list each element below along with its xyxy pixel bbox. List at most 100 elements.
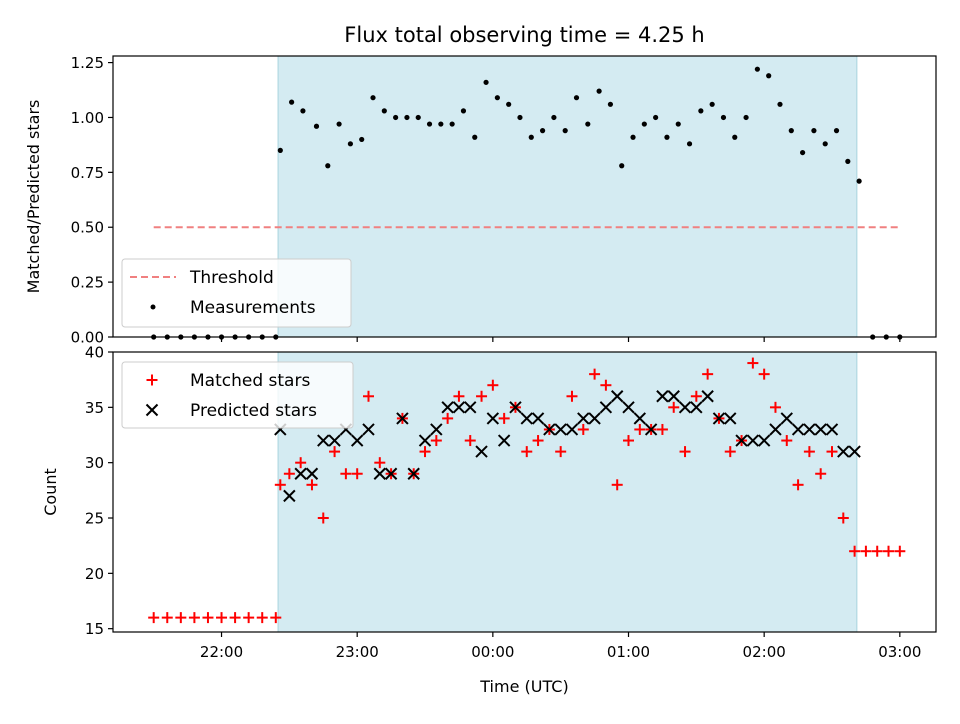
matched-star-point: [521, 446, 533, 458]
measurement-point: [720, 114, 727, 121]
matched-star-point: [566, 390, 578, 402]
matched-star-point: [815, 468, 827, 480]
predicted-star-point: [430, 423, 443, 436]
measurement-point: [732, 134, 738, 140]
measurement-point: [359, 136, 365, 143]
top-y-tick-label: 1.00: [71, 109, 104, 127]
measurement-point: [528, 134, 534, 140]
matched-star-point: [781, 435, 793, 447]
matched-star-point: [769, 401, 781, 413]
matched-star-point: [883, 545, 895, 557]
predicted-star-point: [294, 467, 307, 480]
measurement-point: [573, 95, 580, 101]
predicted-star-point: [396, 412, 409, 425]
predicted-star-point: [690, 401, 703, 414]
measurement-point: [393, 114, 399, 121]
x-axis-label: Time (UTC): [479, 677, 568, 696]
predicted-star-point: [452, 401, 466, 414]
bottom-y-tick-label: 35: [85, 399, 104, 417]
matched-star-point: [634, 423, 646, 435]
predicted-star-point: [588, 412, 601, 425]
measurement-point: [596, 88, 602, 94]
matched-star-point: [464, 435, 476, 447]
measurement-points: [151, 66, 903, 340]
predicted-star-point: [577, 412, 590, 425]
measurement-point: [506, 101, 512, 107]
top-y-tick-label: 0.75: [71, 164, 104, 182]
top-y-tick-label: 1.25: [71, 54, 104, 72]
matched-star-point: [724, 446, 736, 458]
predicted-star-point: [814, 423, 827, 436]
bottom-y-tick-label: 40: [85, 344, 104, 362]
measurement-point: [698, 108, 704, 114]
matched-star-point: [295, 457, 307, 469]
matched-star-point: [419, 446, 431, 458]
predicted-star-point: [373, 467, 387, 480]
matched-star-point: [894, 545, 906, 557]
measurement-point: [404, 114, 410, 121]
measurement-point: [641, 121, 647, 127]
measurement-point: [833, 128, 840, 134]
measurement-point: [277, 147, 283, 153]
measurement-point: [686, 141, 693, 147]
measurement-point: [472, 134, 478, 140]
measurement-point: [517, 114, 523, 121]
predicted-star-point: [746, 434, 760, 447]
legend-matched-label: Matched stars: [190, 371, 310, 391]
matched-star-point: [453, 390, 465, 402]
legend-matched-swatch: [146, 374, 158, 386]
predicted-star-point: [678, 401, 692, 414]
predicted-star-point: [328, 434, 341, 447]
predicted-star-point: [644, 423, 658, 436]
predicted-star-point: [757, 434, 771, 447]
predicted-star-point: [735, 434, 748, 447]
predicted-star-points: [274, 390, 861, 503]
bottom-legend-box: [121, 361, 354, 429]
measurement-point: [777, 101, 783, 107]
measurement-point: [494, 95, 500, 101]
matched-star-point: [476, 390, 488, 402]
legend-measurements-swatch: [150, 304, 156, 310]
measurement-point: [381, 108, 387, 114]
bottom-y-tick-label: 15: [85, 620, 104, 638]
bottom-y-tick-label: 30: [85, 454, 104, 472]
matched-star-point: [161, 612, 173, 624]
observing-window-top: [277, 55, 858, 338]
top-legend-box: [121, 258, 352, 328]
top-axes-frame: [112, 55, 937, 338]
predicted-star-point: [509, 401, 522, 414]
top-y-tick-label: 0.25: [71, 274, 104, 292]
matched-star-point: [803, 446, 815, 458]
measurement-point: [845, 158, 851, 164]
predicted-star-point: [543, 423, 556, 436]
matched-star-point: [690, 390, 702, 402]
predicted-star-point: [825, 423, 839, 436]
matched-star-point: [871, 545, 883, 557]
matched-star-point: [826, 446, 838, 458]
measurement-point: [449, 121, 455, 127]
matched-star-point: [202, 612, 214, 624]
predicted-star-point: [769, 423, 782, 436]
measurement-point: [426, 121, 433, 127]
measurement-point: [709, 101, 715, 107]
matched-star-point: [837, 512, 849, 524]
predicted-star-point: [418, 434, 432, 447]
predicted-star-point: [520, 412, 533, 425]
bottom-legend: Matched stars Predicted stars: [121, 361, 354, 429]
matched-star-point: [589, 368, 601, 380]
measurement-point: [664, 134, 670, 140]
measurement-point: [539, 128, 546, 134]
predicted-star-point: [837, 445, 850, 458]
predicted-star-point: [667, 390, 680, 403]
predicted-star-point: [780, 412, 793, 425]
top-y-tick-label: 0.00: [71, 329, 104, 347]
matched-star-point: [188, 612, 200, 624]
x-tick-label: 00:00: [471, 643, 514, 661]
matched-star-point: [283, 468, 295, 480]
measurement-point: [313, 123, 320, 129]
observing-window-bottom: [277, 351, 858, 633]
predicted-star-point: [305, 467, 319, 480]
predicted-star-point: [610, 390, 624, 403]
matched-star-point: [430, 435, 442, 447]
measurement-point: [675, 121, 681, 127]
